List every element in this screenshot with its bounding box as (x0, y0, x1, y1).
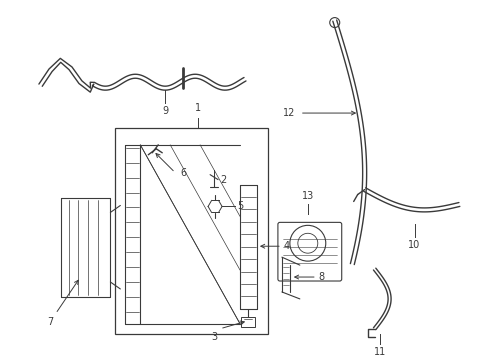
Text: 8: 8 (318, 272, 324, 282)
Bar (241, 317, 254, 327)
Text: 9: 9 (162, 106, 168, 116)
Text: 1: 1 (195, 103, 201, 113)
Text: 12: 12 (282, 108, 294, 118)
Text: 2: 2 (220, 175, 226, 185)
Text: 11: 11 (373, 347, 385, 357)
Text: 7: 7 (47, 317, 54, 327)
Text: 10: 10 (407, 240, 420, 250)
Bar (115, 128, 267, 334)
Text: 6: 6 (180, 168, 186, 178)
Text: 13: 13 (301, 192, 313, 202)
Text: 3: 3 (211, 332, 217, 342)
Text: 5: 5 (237, 202, 243, 211)
Text: 4: 4 (284, 241, 289, 251)
